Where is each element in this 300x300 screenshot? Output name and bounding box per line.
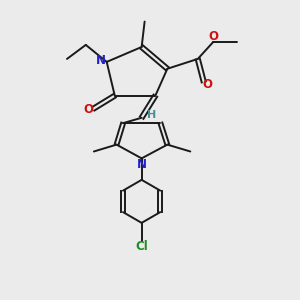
Text: N: N <box>136 158 147 171</box>
Text: Cl: Cl <box>135 240 148 253</box>
Text: O: O <box>202 78 212 91</box>
Text: O: O <box>83 103 93 116</box>
Text: H: H <box>147 110 156 120</box>
Text: O: O <box>208 30 218 43</box>
Text: N: N <box>96 54 106 67</box>
